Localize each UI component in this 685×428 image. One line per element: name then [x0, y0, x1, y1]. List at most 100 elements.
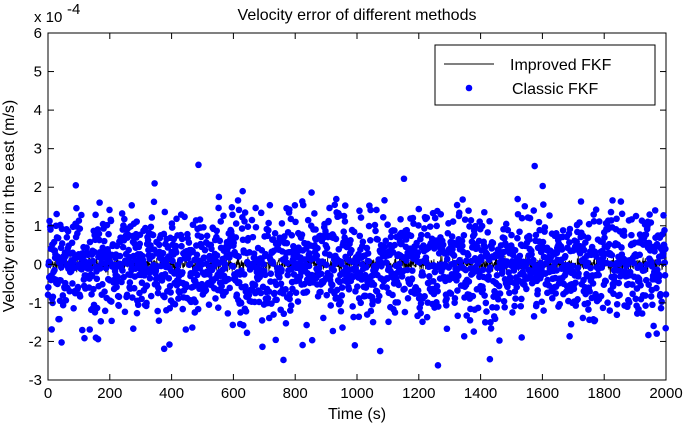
point-classic-fkf: [401, 285, 408, 293]
point-classic-fkf: [642, 292, 649, 299]
point-classic-fkf: [94, 335, 102, 343]
point-classic-fkf: [213, 227, 221, 235]
point-classic-fkf: [97, 317, 105, 325]
point-classic-fkf: [512, 295, 519, 302]
point-classic-fkf: [641, 267, 648, 274]
point-classic-fkf: [569, 262, 576, 270]
point-classic-fkf: [487, 325, 495, 332]
point-classic-fkf: [454, 287, 461, 294]
x-tick-label: 200: [97, 385, 122, 402]
point-classic-fkf: [212, 295, 219, 302]
point-classic-fkf: [79, 326, 86, 334]
point-classic-fkf: [408, 275, 416, 282]
point-classic-fkf: [651, 247, 658, 255]
y-axis-label: Velocity error in the east (m/s): [1, 100, 18, 313]
point-classic-fkf: [148, 214, 156, 221]
point-classic-fkf: [424, 231, 431, 239]
point-classic-fkf: [269, 260, 277, 267]
point-classic-fkf: [565, 239, 573, 246]
point-classic-fkf: [115, 293, 123, 301]
point-classic-fkf: [463, 257, 470, 265]
point-classic-fkf: [273, 296, 280, 304]
point-classic-fkf: [545, 282, 553, 289]
point-classic-fkf: [611, 273, 618, 280]
point-classic-fkf: [142, 224, 149, 232]
point-classic-fkf: [585, 306, 592, 313]
point-classic-fkf: [518, 214, 526, 222]
point-classic-fkf: [501, 303, 509, 311]
point-classic-fkf: [479, 286, 487, 294]
y-tick-label: 4: [34, 102, 42, 119]
point-classic-fkf: [495, 247, 503, 254]
point-classic-fkf: [363, 244, 371, 252]
point-classic-fkf: [213, 252, 221, 259]
point-classic-fkf: [155, 284, 162, 292]
point-classic-fkf: [159, 249, 167, 257]
point-classic-fkf: [662, 245, 669, 253]
point-classic-fkf: [119, 267, 126, 274]
point-classic-fkf: [647, 293, 655, 300]
point-classic-fkf: [161, 293, 168, 301]
point-classic-fkf: [72, 181, 80, 189]
point-classic-fkf: [116, 252, 124, 260]
point-classic-fkf: [118, 210, 126, 217]
point-classic-fkf: [320, 314, 327, 322]
point-classic-fkf: [548, 294, 556, 302]
point-classic-fkf: [257, 289, 265, 297]
point-classic-fkf: [460, 231, 468, 239]
point-classic-fkf: [271, 289, 278, 297]
point-classic-fkf: [351, 342, 359, 349]
point-classic-fkf: [193, 271, 201, 279]
point-classic-fkf: [391, 309, 399, 316]
point-classic-fkf: [409, 214, 417, 222]
point-classic-fkf: [129, 325, 137, 332]
point-classic-fkf: [105, 230, 112, 238]
point-classic-fkf: [217, 218, 225, 225]
point-classic-fkf: [291, 202, 299, 209]
point-classic-fkf: [306, 250, 313, 257]
point-classic-fkf: [434, 303, 442, 310]
point-classic-fkf: [589, 280, 597, 287]
point-classic-fkf: [265, 227, 272, 234]
point-classic-fkf: [242, 308, 250, 315]
point-classic-fkf: [114, 273, 122, 281]
point-classic-fkf: [530, 313, 538, 320]
point-classic-fkf: [389, 249, 397, 256]
point-classic-fkf: [340, 212, 348, 220]
point-classic-fkf: [459, 242, 466, 250]
point-classic-fkf: [99, 281, 106, 288]
point-classic-fkf: [251, 281, 259, 289]
point-classic-fkf: [74, 283, 82, 291]
legend-box: [434, 44, 656, 106]
point-classic-fkf: [341, 202, 349, 209]
point-classic-fkf: [465, 207, 472, 214]
point-classic-fkf: [304, 216, 312, 224]
point-classic-fkf: [391, 227, 398, 234]
point-classic-fkf: [126, 279, 134, 286]
point-classic-fkf: [297, 259, 304, 267]
point-classic-fkf: [375, 292, 383, 300]
point-classic-fkf: [146, 275, 154, 282]
point-classic-fkf: [552, 290, 559, 297]
point-classic-fkf: [298, 231, 306, 238]
point-classic-fkf: [196, 216, 204, 223]
point-classic-fkf: [68, 239, 76, 247]
point-classic-fkf: [574, 264, 582, 272]
point-classic-fkf: [258, 317, 266, 324]
point-classic-fkf: [574, 296, 581, 303]
point-classic-fkf: [461, 216, 469, 223]
point-classic-fkf: [76, 293, 84, 300]
point-classic-fkf: [92, 211, 99, 219]
point-classic-fkf: [493, 304, 500, 311]
point-classic-fkf: [241, 209, 249, 216]
point-classic-fkf: [245, 291, 253, 299]
point-classic-fkf: [658, 298, 665, 306]
point-classic-fkf: [242, 283, 249, 290]
point-classic-fkf: [433, 222, 441, 230]
point-classic-fkf: [218, 282, 225, 290]
point-classic-fkf: [176, 256, 184, 264]
point-classic-fkf: [203, 232, 211, 240]
point-classic-fkf: [489, 239, 497, 247]
point-classic-fkf: [434, 287, 441, 295]
point-classic-fkf: [87, 265, 94, 272]
